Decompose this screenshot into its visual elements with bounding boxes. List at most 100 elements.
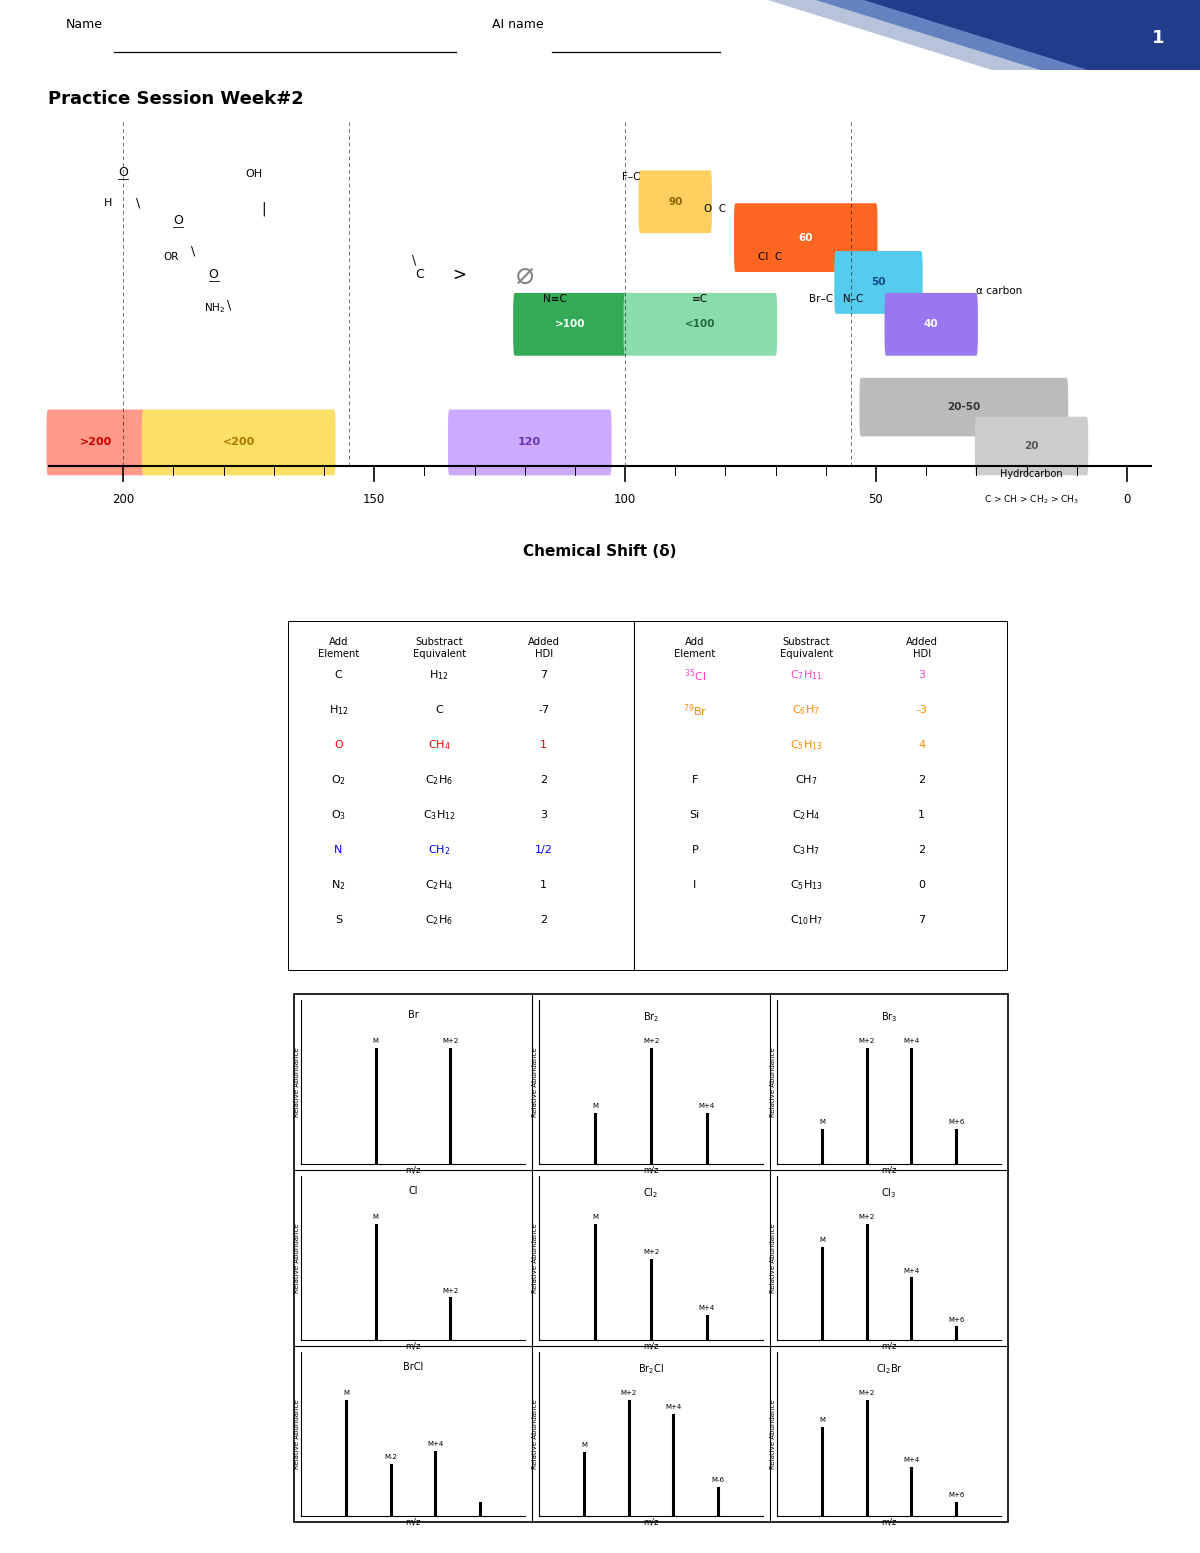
Text: M+4: M+4 — [904, 1267, 919, 1273]
Text: 1/2: 1/2 — [535, 845, 552, 856]
Text: Si: Si — [690, 811, 700, 820]
Text: C$_2$H$_4$: C$_2$H$_4$ — [425, 877, 454, 891]
Text: O: O — [209, 269, 218, 281]
Text: α carbon: α carbon — [977, 286, 1022, 297]
Text: 20: 20 — [1025, 441, 1039, 450]
Text: 20-50: 20-50 — [947, 402, 980, 412]
Y-axis label: Relative Abundance: Relative Abundance — [770, 1047, 776, 1117]
X-axis label: m/z: m/z — [406, 1342, 421, 1350]
Text: O$_2$: O$_2$ — [331, 773, 346, 787]
Text: Cl  C: Cl C — [758, 252, 782, 262]
Text: 2: 2 — [540, 775, 547, 786]
Text: 1: 1 — [918, 811, 925, 820]
Text: 2: 2 — [918, 775, 925, 786]
X-axis label: m/z: m/z — [406, 1165, 421, 1174]
Y-axis label: Relative Abundance: Relative Abundance — [770, 1399, 776, 1469]
Y-axis label: Relative Abundance: Relative Abundance — [532, 1399, 538, 1469]
Text: <100: <100 — [685, 320, 715, 329]
Text: C: C — [415, 269, 424, 281]
Text: CH$_7$: CH$_7$ — [796, 773, 817, 787]
Text: 7: 7 — [918, 915, 925, 926]
Polygon shape — [864, 0, 1200, 104]
FancyBboxPatch shape — [624, 294, 778, 356]
FancyBboxPatch shape — [142, 410, 336, 475]
Text: C$_2$H$_4$: C$_2$H$_4$ — [792, 808, 821, 822]
Polygon shape — [816, 0, 1152, 104]
Text: Add
Element: Add Element — [674, 637, 715, 660]
X-axis label: m/z: m/z — [643, 1517, 659, 1527]
Text: C$_6$H$_7$: C$_6$H$_7$ — [792, 704, 821, 717]
Text: Substract
Equivalent: Substract Equivalent — [780, 637, 833, 660]
Y-axis label: Relative Abundance: Relative Abundance — [532, 1047, 538, 1117]
Text: F–C: F–C — [622, 172, 640, 182]
X-axis label: m/z: m/z — [406, 1517, 421, 1527]
Text: Cl$_3$: Cl$_3$ — [881, 1186, 896, 1200]
Text: ⌀: ⌀ — [516, 261, 534, 289]
Text: 0: 0 — [1123, 494, 1130, 506]
Y-axis label: Relative Abundance: Relative Abundance — [294, 1399, 300, 1469]
X-axis label: m/z: m/z — [881, 1342, 896, 1350]
Text: M+4: M+4 — [904, 1457, 919, 1463]
Text: 3: 3 — [918, 671, 925, 680]
Text: 90: 90 — [668, 197, 683, 207]
Text: Name: Name — [66, 19, 103, 31]
Text: C$_2$H$_6$: C$_2$H$_6$ — [425, 773, 454, 787]
Text: -7: -7 — [538, 705, 550, 716]
Text: \: \ — [227, 298, 230, 312]
Text: >200: >200 — [79, 438, 112, 447]
Text: AI name: AI name — [492, 19, 544, 31]
Text: C$_{10}$H$_7$: C$_{10}$H$_7$ — [790, 913, 823, 927]
Text: M+2: M+2 — [620, 1390, 637, 1396]
Text: M: M — [818, 1120, 824, 1126]
Text: 0: 0 — [918, 881, 925, 890]
Text: >: > — [452, 266, 467, 284]
Text: M-2: M-2 — [384, 1454, 397, 1460]
Text: C$_3$H$_{12}$: C$_3$H$_{12}$ — [422, 808, 456, 822]
Text: M+2: M+2 — [858, 1390, 875, 1396]
Text: -3: -3 — [916, 705, 928, 716]
Text: Br$_3$: Br$_3$ — [881, 1009, 898, 1023]
Y-axis label: Relative Abundance: Relative Abundance — [770, 1224, 776, 1292]
Text: Cl$_2$: Cl$_2$ — [643, 1186, 659, 1200]
Text: O  C: O C — [704, 203, 726, 214]
Text: 1: 1 — [1152, 30, 1164, 48]
Text: C$_7$H$_{11}$: C$_7$H$_{11}$ — [790, 668, 823, 682]
Text: M+2: M+2 — [643, 1037, 659, 1044]
Text: Br$_2$Cl: Br$_2$Cl — [638, 1362, 664, 1376]
Text: C$_5$H$_{13}$: C$_5$H$_{13}$ — [790, 738, 823, 752]
Text: NH$_2$: NH$_2$ — [204, 301, 224, 315]
Text: I: I — [694, 881, 696, 890]
Text: M+4: M+4 — [904, 1037, 919, 1044]
Text: 7: 7 — [540, 671, 547, 680]
Text: Practice Session Week#2: Practice Session Week#2 — [48, 90, 304, 107]
Text: M-6: M-6 — [712, 1477, 725, 1483]
Text: M+4: M+4 — [698, 1305, 715, 1311]
Text: N: N — [335, 845, 342, 856]
Text: 150: 150 — [364, 494, 385, 506]
Y-axis label: Relative Abundance: Relative Abundance — [294, 1047, 300, 1117]
FancyBboxPatch shape — [638, 171, 712, 233]
Text: 1: 1 — [540, 881, 547, 890]
Text: Added
HDI: Added HDI — [528, 637, 559, 660]
Text: 50: 50 — [869, 494, 883, 506]
FancyBboxPatch shape — [47, 410, 145, 475]
Text: O: O — [119, 166, 128, 179]
Text: $^{35}$Cl: $^{35}$Cl — [684, 668, 706, 683]
Text: 3: 3 — [540, 811, 547, 820]
Text: M+6: M+6 — [948, 1120, 965, 1126]
Text: 2: 2 — [540, 915, 547, 926]
Text: H$_{12}$: H$_{12}$ — [329, 704, 348, 717]
Text: O: O — [174, 214, 184, 227]
Text: M: M — [818, 1418, 824, 1423]
Text: M: M — [373, 1214, 379, 1221]
Text: 100: 100 — [614, 494, 636, 506]
Text: BrCl: BrCl — [403, 1362, 424, 1371]
Text: M: M — [818, 1236, 824, 1242]
Text: M+4: M+4 — [698, 1104, 715, 1109]
Text: 1: 1 — [540, 741, 547, 750]
Text: CH$_4$: CH$_4$ — [428, 738, 450, 752]
Text: \: \ — [413, 253, 416, 267]
Text: \: \ — [137, 197, 140, 210]
Text: OR: OR — [163, 252, 179, 262]
Text: C: C — [436, 705, 443, 716]
